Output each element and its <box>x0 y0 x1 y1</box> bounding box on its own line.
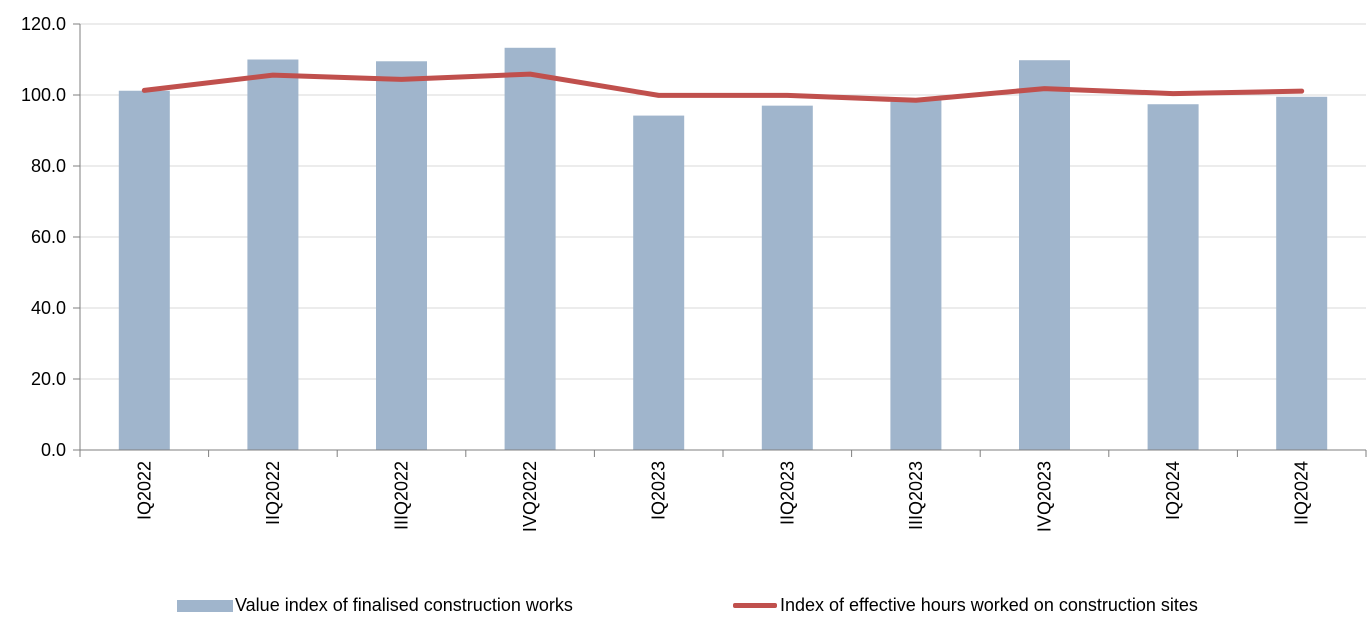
y-tick-label: 40.0 <box>31 298 66 318</box>
chart-plot: 0.0 20.0 40.0 60.0 80.0 100.0 120.0 IQ2022 IIQ2… <box>0 0 1370 590</box>
legend-item-bar: Value index of finalised construction wo… <box>177 595 573 616</box>
x-tick-label: IIIQ2023 <box>906 461 926 530</box>
legend-label-bar: Value index of finalised construction wo… <box>235 595 573 616</box>
y-tick-label: 0.0 <box>41 440 66 460</box>
x-tick-label: IIQ2022 <box>263 461 283 525</box>
x-tick-label: IIQ2024 <box>1292 461 1312 525</box>
y-axis-labels: 0.0 20.0 40.0 60.0 80.0 100.0 120.0 <box>21 14 66 460</box>
bar-IIIQ2023 <box>890 99 941 450</box>
legend-swatch-bar <box>177 600 233 612</box>
x-tick-label: IIQ2023 <box>777 461 797 525</box>
y-tick-label: 80.0 <box>31 156 66 176</box>
x-tick-label: IIIQ2022 <box>392 461 412 530</box>
legend: Value index of finalised construction wo… <box>0 595 1370 617</box>
bar-IIQ2022 <box>247 60 298 451</box>
y-tick-label: 100.0 <box>21 85 66 105</box>
bar-series <box>119 48 1327 450</box>
x-axis-labels: IQ2022 IIQ2022 IIIQ2022 IVQ2022 IQ2023 IIQ202… <box>134 461 1311 532</box>
line-series <box>144 74 1302 100</box>
hours-worked-line <box>144 74 1301 100</box>
y-tick-label: 120.0 <box>21 14 66 34</box>
y-tick-label: 20.0 <box>31 369 66 389</box>
bar-IIQ2024 <box>1276 97 1327 450</box>
x-tick-label: IVQ2023 <box>1035 461 1055 532</box>
bar-IVQ2023 <box>1019 60 1070 450</box>
bar-IIQ2023 <box>762 106 813 450</box>
bar-IQ2024 <box>1148 104 1199 450</box>
legend-label-line: Index of effective hours worked on const… <box>780 595 1198 616</box>
x-tick-label: IVQ2022 <box>520 461 540 532</box>
x-tick-label: IQ2022 <box>134 461 154 520</box>
x-tick-label: IQ2024 <box>1163 461 1183 520</box>
y-tick-label: 60.0 <box>31 227 66 247</box>
bar-IQ2022 <box>119 91 170 450</box>
legend-item-line: Index of effective hours worked on const… <box>733 595 1198 616</box>
bar-IQ2023 <box>633 116 684 450</box>
bar-IVQ2022 <box>505 48 556 450</box>
x-tick-label: IQ2023 <box>649 461 669 520</box>
legend-swatch-line <box>733 603 777 608</box>
bar-IIIQ2022 <box>376 61 427 450</box>
